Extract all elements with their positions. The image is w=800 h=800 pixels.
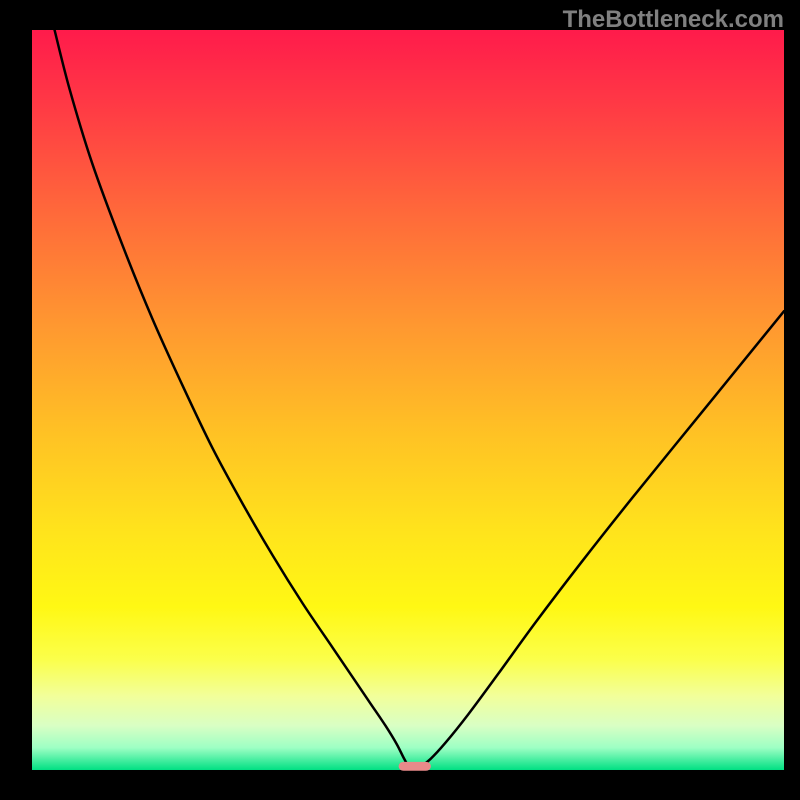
bottleneck-marker: [399, 762, 431, 771]
plot-area: [32, 30, 784, 770]
chart-container: TheBottleneck.com: [0, 0, 800, 800]
bottleneck-chart: [0, 0, 800, 800]
watermark-text: TheBottleneck.com: [563, 6, 784, 34]
